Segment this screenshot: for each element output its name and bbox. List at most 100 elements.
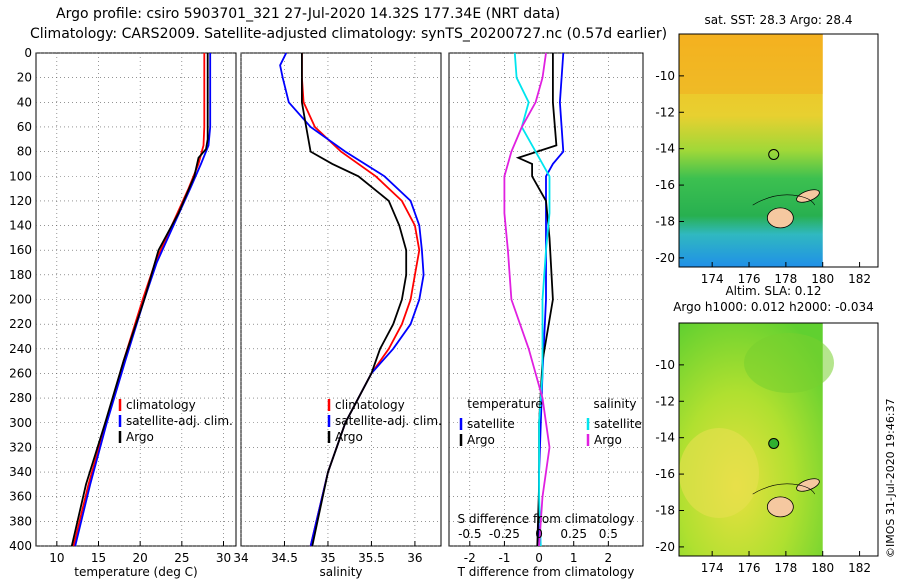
depth-tick-label: 360 [9,490,32,504]
depth-tick-label: 80 [17,145,32,159]
sla-map-ytick-label: -14 [655,431,675,445]
depth-tick-label: 340 [9,465,32,479]
sla-map-xtick-label: 182 [848,561,871,575]
salinity-xtick-label: 34 [233,551,248,565]
sla-map-island-vitilevu [766,496,794,518]
sla-map-island-vanualevu [796,478,820,492]
sst-map-xtick-label: 176 [738,272,761,286]
difference-xtick-label: 2 [605,551,613,565]
sst-map-island-vanualevu [796,189,820,203]
sla-map-reef-outline [752,483,815,495]
depth-tick-label: 60 [17,120,32,134]
sst-map-frame [678,33,879,268]
salinity-panel [240,52,442,547]
depth-tick-label: 280 [9,391,32,405]
title-line-1: Argo profile: csiro 5903701_321 27-Jul-2… [56,6,561,22]
difference-xtick-label: 0 [535,551,543,565]
depth-tick-label: 40 [17,95,32,109]
diff-legend-right-label-0: satellite [594,417,642,431]
temperature-panel [35,52,237,547]
sla-map-xtick-label: 178 [774,561,797,575]
sst-map-xtick-label: 180 [811,272,834,286]
diff-legend-right-label-1: Argo [594,433,622,447]
temperature-xtick-label: 25 [174,551,189,565]
temperature-series-argo [70,53,209,547]
depth-tick-label: 200 [9,293,32,307]
diff-legend-left-title: temperature [467,397,542,411]
salinity-series-argo [300,53,408,547]
difference-series-tsatellite [538,52,565,546]
sst-map-reef-outline [752,194,815,206]
diff-top-xtick-label-2: 0 [535,527,543,541]
difference-xtick-label: 1 [570,551,578,565]
diff-top-xtick-label-4: 0.5 [599,527,618,541]
diff-legend-right-title: salinity [593,397,636,411]
temperature-xlabel: temperature (deg C) [74,565,197,579]
diff-top-xtick-label-1: -0.25 [489,527,520,541]
sal-legend-label-2: Argo [335,430,363,444]
depth-tick-label: 100 [9,169,32,183]
depth-tick-label: 160 [9,243,32,257]
temperature-xtick-label: 10 [49,551,64,565]
sla-map-low-blob [744,333,834,393]
depth-tick-label: 380 [9,514,32,528]
difference-panel [448,52,644,547]
sst-map-field [679,34,823,267]
temperature-xtick-label: 30 [216,551,231,565]
title-line-2: Climatology: CARS2009. Satellite-adjuste… [30,26,668,42]
difference-xlabel: T difference from climatology [457,565,635,579]
sla-map-high-blob [679,428,759,518]
sla-map-xtick-label: 180 [811,561,834,575]
depth-tick-label: 140 [9,219,32,233]
sst-map-ytick-label: -12 [655,105,675,119]
depth-tick-label: 320 [9,440,32,454]
depth-tick-label: 260 [9,366,32,380]
sla-map-subtitle: Argo h1000: 0.012 h2000: -0.034 [673,300,874,314]
temp-legend-label-0: climatology [126,398,196,412]
depth-tick-label: 120 [9,194,32,208]
sst-map-xtick-label: 182 [848,272,871,286]
diff-legend-left-label-0: satellite [467,417,515,431]
sla-map-ytick-label: -10 [655,358,675,372]
sla-map-ytick-label: -18 [655,503,675,517]
sst-map-panel [678,33,879,268]
side-credit: ©IMOS 31-Jul-2020 19:46:37 [884,398,897,558]
temperature-series-satelliteadjclim [74,53,212,547]
sst-map-ytick-label: -18 [655,214,675,228]
sla-map-xtick-label: 176 [738,561,761,575]
difference-xtick-label: -2 [464,551,476,565]
depth-tick-label: 180 [9,268,32,282]
salinity-xtick-label: 35 [320,551,335,565]
salinity-xtick-label: 34.5 [271,551,298,565]
diff-legend-left-label-1: Argo [467,433,495,447]
difference-xtick-label: -1 [498,551,510,565]
sla-map-ytick-label: -12 [655,394,675,408]
temp-legend-label-2: Argo [126,430,154,444]
sst-map-xtick-label: 174 [701,272,724,286]
depth-tick-label: 400 [9,539,32,553]
sal-legend-label-0: climatology [335,398,405,412]
sla-map-argo-marker [768,438,780,450]
depth-tick-label: 240 [9,342,32,356]
depth-tick-label: 300 [9,416,32,430]
sla-map-frame [678,322,879,557]
depth-tick-label: 220 [9,317,32,331]
sst-map-xtick-label: 178 [774,272,797,286]
sst-map-title: sat. SST: 28.3 Argo: 28.4 [704,13,852,27]
salinity-xtick-label: 35.5 [358,551,385,565]
depth-tick-label: 20 [17,71,32,85]
sal-legend-label-1: satellite-adj. clim. [335,414,442,428]
sst-map-island-vitilevu [766,207,794,229]
difference-series-sargo [503,52,551,547]
diff-top-xtick-label-0: -0.5 [458,527,481,541]
sla-map-panel [678,322,879,557]
sst-map-argo-marker [768,149,780,161]
sst-map-ytick-label: -20 [655,251,675,265]
diff-top-xtick-label-3: 0.25 [560,527,587,541]
sst-map-ytick-label: -14 [655,142,675,156]
depth-tick-label: 0 [24,46,32,60]
sla-map-ytick-label: -20 [655,540,675,554]
sst-map-ytick-label: -16 [655,178,675,192]
temperature-xtick-label: 15 [91,551,106,565]
